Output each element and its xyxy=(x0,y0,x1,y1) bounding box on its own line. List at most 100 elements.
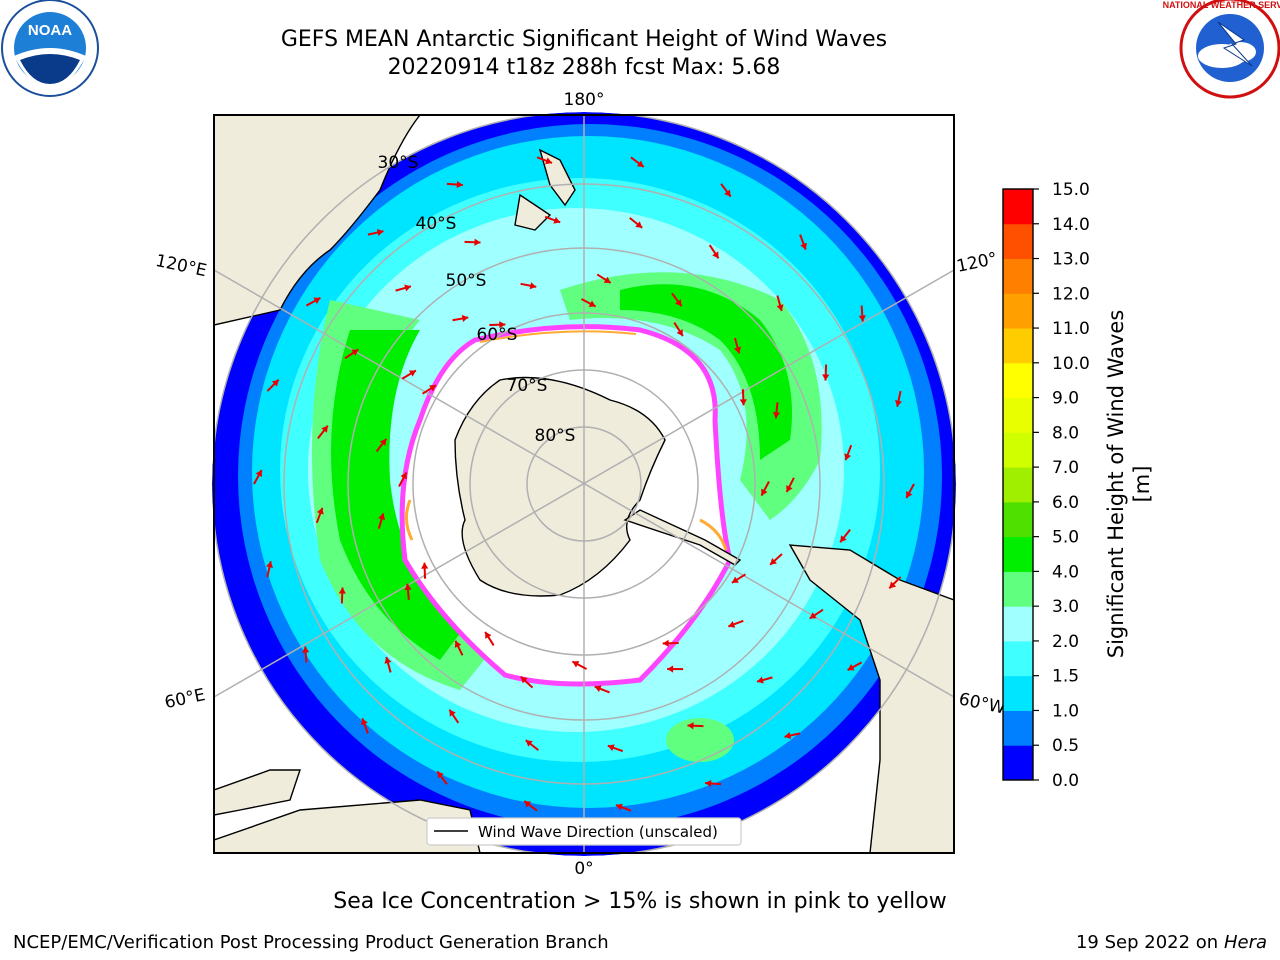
wind-wave-arrow-head xyxy=(757,676,764,684)
colorbar-segment xyxy=(1003,328,1033,364)
wind-wave-arrow-head xyxy=(384,657,392,664)
wind-wave-arrow-head xyxy=(667,665,674,673)
colorbar-tick-label: 3.0 xyxy=(1052,597,1079,617)
nws-logo-text: NATIONAL WEATHER SERVICE xyxy=(1163,0,1280,10)
colorbar-segment xyxy=(1003,223,1033,260)
colorbar-segment xyxy=(1003,675,1033,711)
colorbar-segment xyxy=(1003,606,1033,642)
colorbar-frame xyxy=(1002,188,1034,781)
wind-wave-arrow-head xyxy=(316,507,324,515)
wind-wave-arrow-head xyxy=(520,676,528,684)
colorbar-tick-label: 1.0 xyxy=(1052,701,1079,721)
lat-label-30: 30°S xyxy=(378,153,419,173)
wind-wave-arrow-head xyxy=(786,485,793,493)
colorbar-segment xyxy=(1003,467,1033,503)
wind-wave-arrow-head xyxy=(404,583,412,591)
wind-wave-arrow-head xyxy=(728,620,736,628)
colorbar-segment xyxy=(1003,432,1033,468)
wind-wave-arrow-head xyxy=(474,238,481,246)
wind-wave-arrow-head xyxy=(906,491,913,499)
land-africa xyxy=(214,799,481,853)
colorbar-tick-label: 2.0 xyxy=(1052,632,1079,652)
land-new-zealand-south xyxy=(514,193,552,231)
colorbar-segment xyxy=(1003,501,1033,538)
wind-wave-arrow-head xyxy=(437,771,444,779)
wind-wave-arrow-head xyxy=(734,346,742,354)
wind-wave-arrow-head xyxy=(449,709,456,717)
field-band-6-west xyxy=(331,330,470,660)
wind-wave-arrow-head xyxy=(408,370,416,377)
chart-subtitle: 20220914 t18z 288h fcst Max: 5.68 xyxy=(387,55,781,80)
wind-wave-arrow-head xyxy=(675,299,682,307)
colorbar-segment xyxy=(1003,293,1033,329)
map-frame xyxy=(213,114,955,854)
wind-wave-arrow-head xyxy=(376,228,384,236)
colorbar-segment xyxy=(1003,362,1033,399)
wind-wave-arrow-head xyxy=(687,722,694,730)
colorbar-tick-label: 9.0 xyxy=(1052,389,1079,409)
wind-wave-arrows xyxy=(253,156,915,812)
wind-wave-arrow-head xyxy=(572,661,580,668)
arrow-legend-box xyxy=(426,817,742,846)
wind-wave-arrow-head xyxy=(784,732,792,740)
colorbar-label-line: Significant Height of Wind Waves xyxy=(1104,310,1128,659)
credit-text: NCEP/EMC/Verification Post Processing Pr… xyxy=(13,932,609,953)
wind-wave-arrow-head xyxy=(676,329,683,337)
wind-wave-arrow-head xyxy=(844,453,852,461)
colorbar-tick-label: 5.0 xyxy=(1052,528,1079,548)
lon-label-bottom: 0° xyxy=(574,859,593,879)
land-south-america xyxy=(788,544,954,853)
arrow-legend: Wind Wave Direction (unscaled) xyxy=(426,817,742,846)
wind-wave-arrow-head xyxy=(594,685,602,693)
colorbar-tick-label: 15.0 xyxy=(1052,180,1090,200)
colorbar-tick-label: 11.0 xyxy=(1052,319,1090,339)
wind-wave-arrow-head xyxy=(400,472,407,480)
wind-wave-arrow-head xyxy=(705,779,712,788)
chart-title: GEFS MEAN Antarctic Significant Height o… xyxy=(280,27,888,52)
wind-wave-arrow-head xyxy=(351,349,359,356)
wind-wave-arrow-head xyxy=(889,581,897,589)
land-antarctica xyxy=(454,376,666,597)
wind-wave-arrow-head xyxy=(379,438,387,446)
graticule xyxy=(214,115,954,853)
colorbar-segment xyxy=(1003,710,1033,746)
wind-wave-arrow-head xyxy=(588,300,596,307)
wind-wave-arrow-head xyxy=(321,425,328,433)
wind-wave-arrow-head xyxy=(378,513,386,521)
nws-logo: NATIONAL WEATHER SERVICE xyxy=(1163,0,1280,99)
colorbar-tick-label: 12.0 xyxy=(1052,284,1090,304)
wind-wave-arrow-head xyxy=(712,251,719,259)
wind-wave-arrow-head xyxy=(724,189,731,197)
wind-wave-arrow-head xyxy=(404,284,411,292)
wind-wave-arrow-head xyxy=(525,740,533,747)
latitude-labels: 30°S 40°S 50°S 60°S 70°S 80°S xyxy=(378,153,576,446)
land-new-zealand-north xyxy=(538,148,576,207)
noaa-logo-text: NOAA xyxy=(28,22,72,39)
colorbar-segment xyxy=(1003,640,1033,677)
wind-wave-arrow-head xyxy=(894,400,903,407)
colorbar-tick-label: 0.0 xyxy=(1052,771,1079,791)
wind-wave-arrow-head xyxy=(636,160,644,167)
colorbar-segment xyxy=(1003,397,1033,433)
wind-wave-arrow-head xyxy=(545,157,553,165)
colorbar-segment xyxy=(1003,258,1033,294)
noaa-logo: NOAA xyxy=(1,0,99,97)
wind-wave-arrow-head xyxy=(553,216,561,224)
wind-wave-arrow-head xyxy=(499,321,506,329)
sea-ice-note: Sea Ice Concentration > 15% is shown in … xyxy=(333,889,947,914)
lat-label-70: 70°S xyxy=(507,376,548,396)
date-text: 19 Sep 2022 on Hera xyxy=(1076,932,1267,953)
wind-wave-arrow-head xyxy=(456,180,463,189)
field-band-6-east xyxy=(620,284,792,460)
wind-wave-arrow-head xyxy=(739,399,747,406)
wind-wave-arrow-head xyxy=(271,379,279,387)
colorbar: 0.0 0.5 1.0 1.5 2.0 3.0 4.0 5.0 6.0 7.0 8.0 9.0 10.0… xyxy=(1003,180,1090,791)
wind-wave-arrow-head xyxy=(776,304,784,311)
wind-wave-arrow-head xyxy=(421,562,429,569)
colorbar-segment xyxy=(1003,536,1033,572)
wind-wave-arrow-head xyxy=(809,612,817,619)
land-madagascar xyxy=(214,769,301,816)
wind-wave-arrow-head xyxy=(429,385,437,392)
wind-wave-arrow-head xyxy=(461,314,469,323)
wind-wave-arrow-head xyxy=(603,276,611,283)
